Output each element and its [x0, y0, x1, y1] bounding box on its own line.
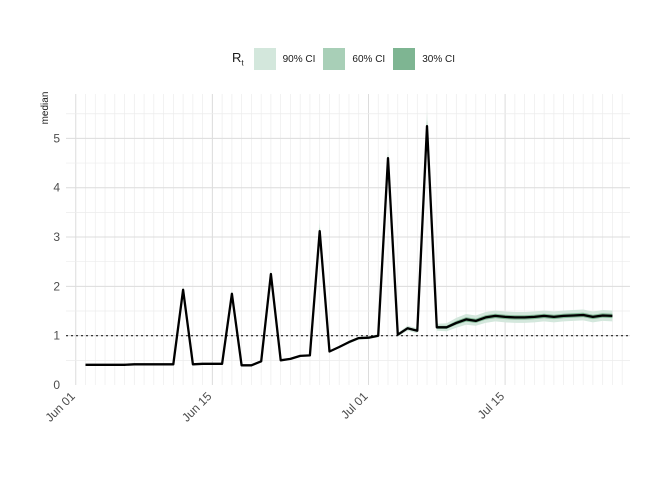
median-line [85, 124, 613, 367]
y-tick-label: 5 [53, 131, 60, 145]
x-tick-label: Jun 01 [43, 389, 79, 425]
y-tick-label: 0 [53, 378, 60, 392]
legend-item-30ci: 30% CI [393, 48, 455, 70]
y-tick-label: 4 [53, 181, 60, 195]
legend-label-60ci: 60% CI [352, 53, 386, 65]
y-axis-label: median [40, 92, 51, 125]
y-tick-label: 2 [53, 279, 60, 293]
y-tick-label: 3 [53, 230, 60, 244]
legend-swatch-60ci [323, 48, 346, 70]
legend-item-60ci: 60% CI [323, 48, 385, 70]
legend-label-90ci: 90% CI [282, 53, 316, 65]
x-tick-label: Jun 15 [179, 389, 215, 425]
legend-item-90ci: 90% CI [253, 48, 316, 70]
x-tick-label: Jul 01 [338, 389, 371, 422]
legend-label-30ci: 30% CI [422, 53, 456, 65]
legend-title: Rt [232, 50, 244, 68]
y-tick-label: 1 [53, 329, 60, 343]
legend-swatch-30ci [393, 48, 416, 70]
legend-swatch-90ci [253, 48, 276, 70]
legend: Rt 90% CI 60% CI 30% CI [232, 48, 463, 70]
x-tick-label: Jul 15 [475, 389, 508, 422]
